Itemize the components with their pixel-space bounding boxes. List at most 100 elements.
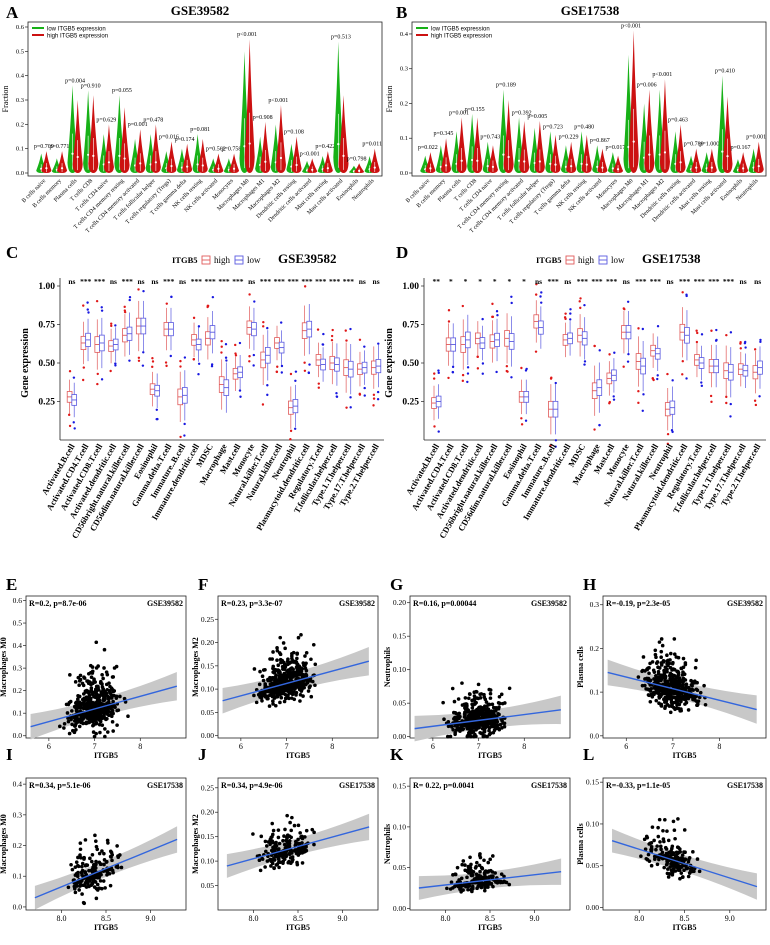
data-point <box>89 675 94 680</box>
data-point <box>93 880 98 884</box>
y-tick-label: 0.15 <box>393 632 406 641</box>
data-point <box>682 686 686 691</box>
data-point <box>76 697 80 701</box>
data-point <box>65 711 70 715</box>
significance-label: * <box>522 277 526 286</box>
data-point <box>645 667 649 671</box>
data-point <box>282 699 287 704</box>
violin-median-dot <box>295 163 298 167</box>
data-point <box>482 729 487 733</box>
data-point <box>88 681 92 686</box>
p-value-label: p=1.000 <box>699 142 719 148</box>
data-point <box>263 865 267 869</box>
y-axis-label: Plasma cells <box>576 823 585 865</box>
y-tick-label: 0.0 <box>400 170 408 177</box>
data-point <box>654 655 658 660</box>
data-point <box>696 702 700 707</box>
violin-median-dot <box>311 168 314 171</box>
data-point <box>665 829 669 833</box>
data-point <box>663 665 668 670</box>
violin-high <box>275 104 286 173</box>
data-point <box>480 876 484 881</box>
outlier-low <box>376 398 380 401</box>
data-point <box>662 865 666 870</box>
data-point <box>680 853 685 857</box>
p-value-label: p=0.005 <box>527 114 547 120</box>
legend-label-high: high <box>578 255 595 265</box>
outlier-low <box>141 364 145 367</box>
data-point <box>292 823 297 828</box>
data-point <box>278 679 282 684</box>
data-point <box>98 730 102 735</box>
p-value-label: p<0.001 <box>300 151 320 157</box>
outlier-high <box>681 360 684 363</box>
p-value-label: p=0.167 <box>731 145 751 151</box>
data-point <box>468 723 472 727</box>
data-point <box>81 706 86 711</box>
data-point <box>263 667 267 672</box>
chart-title: GSE39582 <box>278 251 337 266</box>
data-point <box>484 700 489 704</box>
outlier-low <box>239 395 242 398</box>
x-tick-label: 8 <box>717 742 721 751</box>
outlier-high <box>372 397 376 400</box>
data-point <box>74 727 78 732</box>
data-point <box>673 683 677 688</box>
y-tick-label: 0.15 <box>201 661 214 670</box>
data-point <box>302 850 306 854</box>
data-point <box>502 879 506 884</box>
data-point <box>86 679 90 683</box>
outlier-low <box>642 393 645 396</box>
data-point <box>661 828 665 833</box>
outlier-low <box>583 363 586 366</box>
chart-title: GSE17538 <box>642 251 701 266</box>
data-point <box>108 706 113 711</box>
p-value-label: p=0.910 <box>81 83 101 89</box>
data-point <box>112 704 117 708</box>
outlier-low <box>142 289 145 293</box>
data-point <box>677 702 682 707</box>
data-point <box>264 849 268 854</box>
panel-letter-e: E <box>6 575 17 594</box>
significance-label: *** <box>591 277 603 286</box>
outlier-low <box>685 293 688 296</box>
data-point <box>484 713 489 718</box>
correlation-annotation: R=0.34, p=5.1e-06 <box>29 781 91 790</box>
data-point <box>80 892 84 896</box>
data-point <box>111 699 115 704</box>
y-axis-label: Macrophages M0 <box>0 637 8 697</box>
p-value-label: p=0.001 <box>128 122 148 128</box>
x-tick-label: 8 <box>330 742 334 751</box>
violin-median-dot <box>118 154 121 157</box>
significance-label: *** <box>548 277 560 286</box>
data-point <box>251 832 255 836</box>
p-value-label: p=0.006 <box>637 83 657 89</box>
data-point <box>264 844 269 848</box>
data-point <box>659 655 663 660</box>
violin-high <box>229 153 240 173</box>
outlier-high <box>739 341 742 344</box>
data-point <box>126 714 130 718</box>
x-tick-label: 8.0 <box>441 914 451 923</box>
data-point <box>77 724 82 729</box>
data-point <box>660 687 664 692</box>
outlier-high <box>534 293 538 296</box>
data-point <box>670 846 674 851</box>
data-point <box>296 823 301 828</box>
outlier-high <box>303 361 306 364</box>
y-tick-label: 0.00 <box>393 904 406 913</box>
data-point <box>252 693 256 698</box>
y-axis-label: Gene expression <box>20 328 31 398</box>
data-point <box>473 695 477 700</box>
data-point <box>77 888 81 892</box>
y-tick-label: 0.50 <box>402 359 419 369</box>
data-point <box>289 666 294 670</box>
panel-letter-c: C <box>6 243 18 262</box>
data-point <box>468 855 472 860</box>
y-tick-label: 0.5 <box>16 48 24 55</box>
data-point <box>489 874 494 878</box>
outlier-high <box>651 377 654 380</box>
data-point <box>122 696 127 701</box>
data-point <box>679 666 684 671</box>
